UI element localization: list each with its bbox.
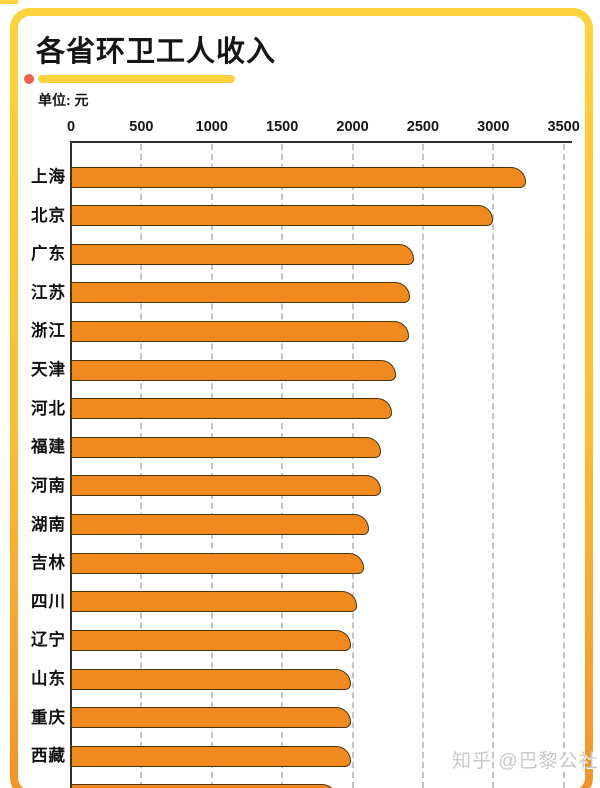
bar (71, 475, 381, 497)
bar (71, 320, 409, 342)
unit-label: 单位: 元 (38, 92, 89, 108)
bar (71, 552, 364, 574)
category-label: 山东 (31, 670, 66, 689)
bar (71, 282, 411, 304)
bar (71, 205, 494, 227)
gridline-3500 (562, 144, 565, 788)
gridline-3000 (492, 144, 495, 788)
x-tick-label: 1500 (266, 119, 299, 135)
category-label: 湖南 (31, 515, 66, 534)
category-label: 江苏 (31, 283, 66, 302)
gridline-1500 (281, 144, 284, 788)
category-label: 西藏 (31, 747, 66, 766)
x-tick-label: 0 (66, 119, 76, 135)
bar (71, 668, 352, 690)
category-label: 上海 (31, 168, 66, 186)
watermark: 知乎 @巴黎公社 (452, 751, 599, 772)
bar (71, 745, 352, 767)
category-label: 河北 (31, 399, 66, 418)
gridline-2000 (351, 144, 354, 788)
x-tick-label: 2500 (406, 119, 440, 135)
x-axis-line (71, 141, 572, 143)
page-title: 各省环卫工人收入 (36, 36, 277, 68)
x-tick-label: 1000 (195, 119, 228, 135)
bar (71, 359, 397, 381)
bar (71, 514, 370, 536)
bar (71, 629, 352, 651)
gridline-500 (140, 144, 143, 788)
bar (71, 591, 357, 613)
x-tick-label: 3000 (477, 119, 510, 135)
corner-sliver (0, 0, 18, 4)
category-label: 吉林 (31, 554, 66, 573)
bar (71, 166, 526, 188)
gridline-2500 (421, 144, 424, 788)
bar (71, 436, 381, 458)
y-axis-line (70, 141, 72, 788)
bar (71, 398, 392, 420)
x-tick-label: 3500 (547, 119, 580, 135)
category-label: 北京 (31, 206, 66, 225)
category-label: 浙江 (31, 322, 66, 341)
category-label: 河南 (31, 476, 66, 495)
bar (71, 707, 352, 729)
title-underline (38, 75, 235, 83)
category-label: 福建 (31, 438, 66, 457)
category-label: 四川 (31, 592, 66, 611)
x-tick-label: 500 (129, 119, 154, 135)
category-label: 广东 (31, 245, 66, 264)
category-label: 辽宁 (31, 631, 66, 650)
bar (71, 784, 338, 788)
gridline-1000 (210, 144, 213, 788)
category-label: 天津 (31, 361, 66, 380)
x-tick-label: 2000 (336, 119, 369, 135)
category-label: 重庆 (31, 708, 66, 727)
bar (71, 243, 415, 265)
accent-dot-icon (24, 74, 34, 84)
